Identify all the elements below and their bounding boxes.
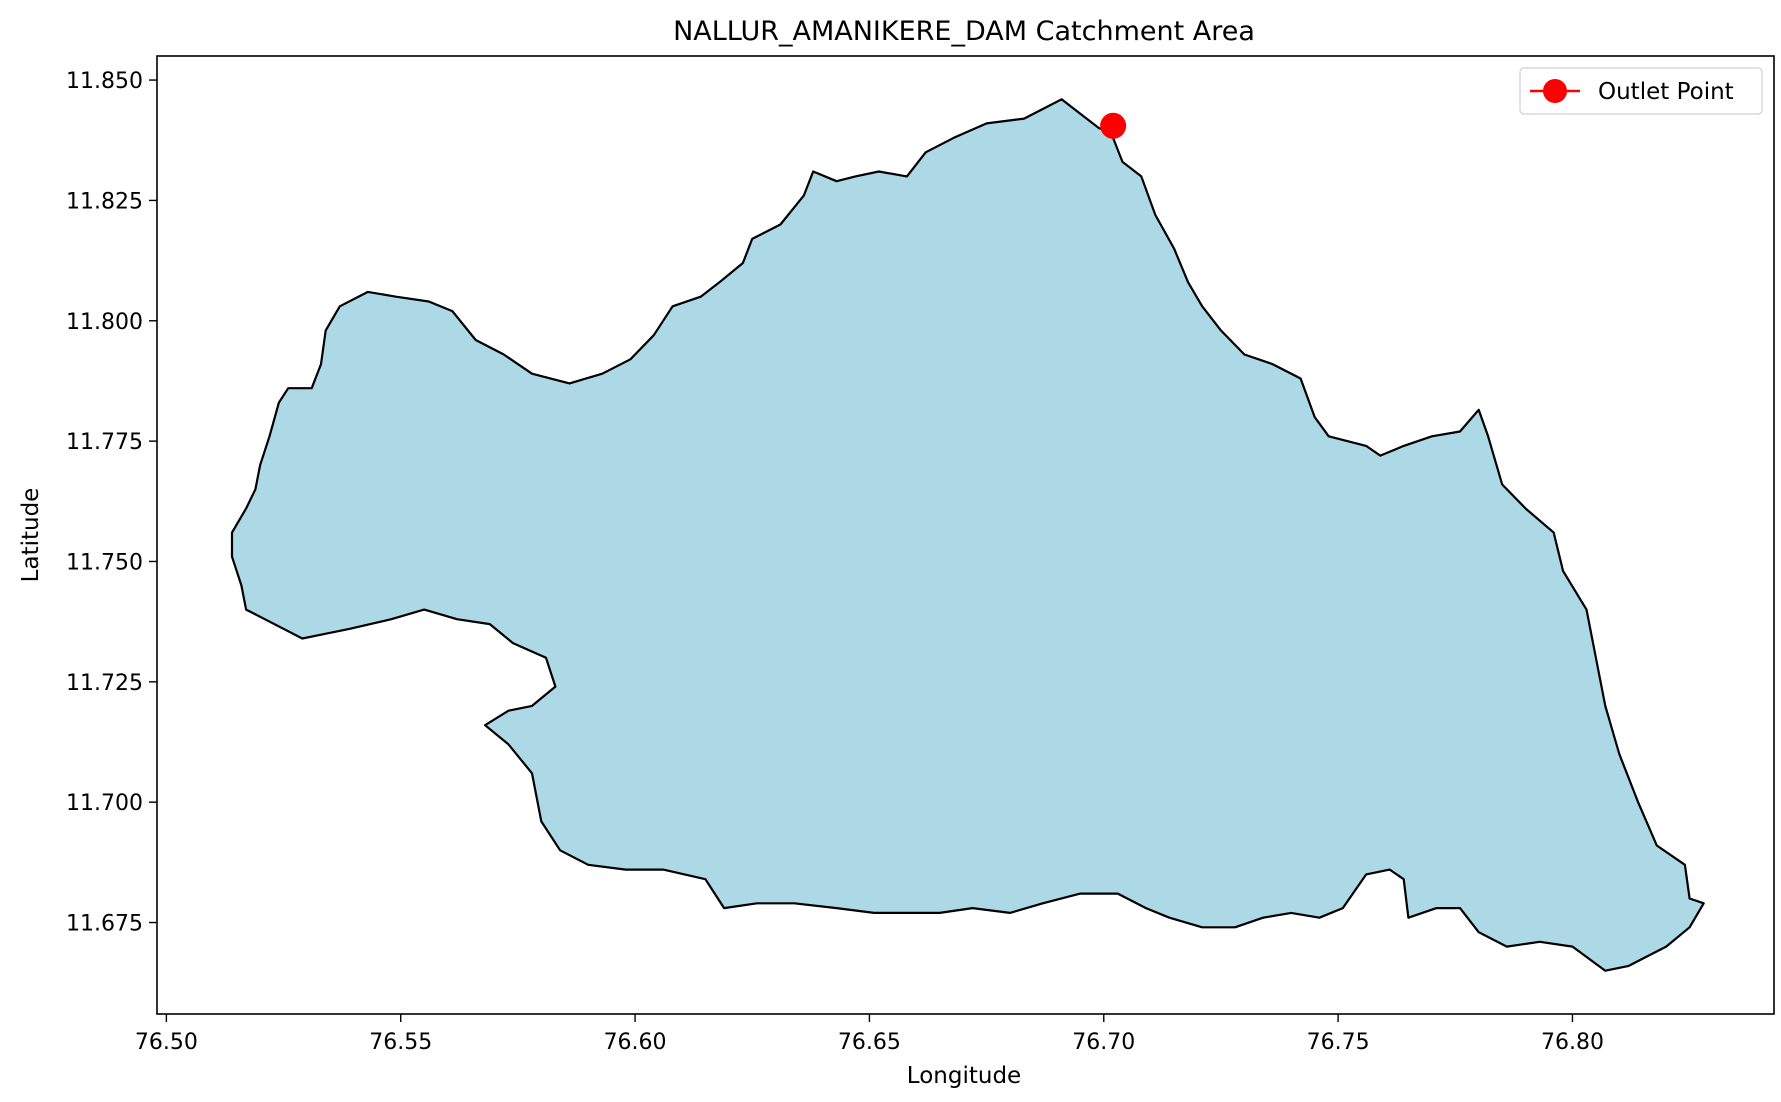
legend: Outlet Point <box>1519 67 1763 115</box>
y-tick-label: 11.825 <box>66 189 143 214</box>
y-tick-label: 11.850 <box>66 69 143 94</box>
y-tick-label: 11.700 <box>66 791 143 816</box>
y-axis-ticks: 11.675 11.700 11.725 11.750 11.775 11.800 11.8… <box>66 69 157 937</box>
x-tick-label: 76.70 <box>1072 1030 1135 1055</box>
x-tick-label: 76.55 <box>369 1030 432 1055</box>
outlet-point-marker <box>1100 112 1127 139</box>
x-tick-label: 76.60 <box>604 1030 667 1055</box>
y-tick-label: 11.675 <box>66 912 143 937</box>
x-tick-label: 76.75 <box>1307 1030 1370 1055</box>
y-tick-label: 11.800 <box>66 310 143 335</box>
y-tick-label: 11.725 <box>66 671 143 696</box>
legend-label-outlet: Outlet Point <box>1598 79 1734 105</box>
catchment-polygon <box>230 98 1705 972</box>
legend-box <box>1519 67 1763 115</box>
plot-frame <box>156 55 1775 1015</box>
y-axis-label: Latitude <box>18 488 44 583</box>
y-tick-label: 11.775 <box>66 430 143 455</box>
x-tick-label: 76.80 <box>1541 1030 1604 1055</box>
chart-title: NALLUR_AMANIKERE_DAM Catchment Area <box>673 16 1255 47</box>
legend-marker <box>1543 79 1567 103</box>
y-tick-label: 11.750 <box>66 550 143 575</box>
x-tick-label: 76.65 <box>838 1030 901 1055</box>
x-axis-ticks: 76.50 76.55 76.60 76.65 76.70 76.75 76.80 <box>135 1014 1604 1055</box>
x-axis-label: Longitude <box>907 1063 1021 1089</box>
x-tick-label: 76.50 <box>135 1030 198 1055</box>
